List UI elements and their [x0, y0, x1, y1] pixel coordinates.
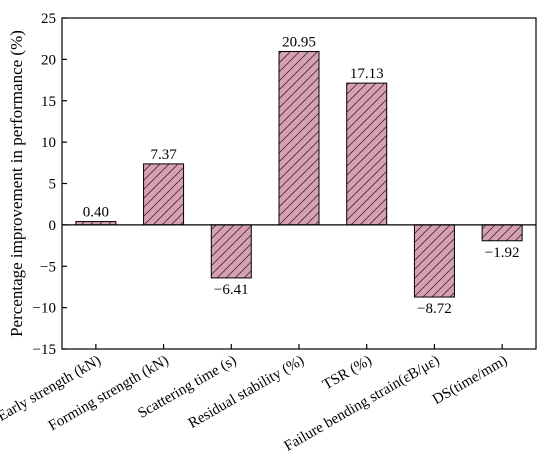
y-tick-label: 5	[49, 177, 57, 193]
data-label: −6.41	[214, 282, 249, 298]
data-label: 17.13	[350, 66, 384, 82]
y-axis-label: Percentage improvement in performance (%…	[7, 30, 26, 337]
y-tick-label: 10	[41, 135, 56, 151]
bar	[346, 82, 388, 226]
y-tick-label: −10	[33, 301, 56, 317]
bar	[143, 163, 185, 226]
plot-frame	[61, 17, 537, 350]
x-tick-label: DS(time/mm)	[430, 353, 510, 409]
x-axis-labels: Early strength (kN)Forming strength (kN)…	[0, 344, 510, 455]
y-tick-label: 25	[41, 11, 56, 27]
data-label: −8.72	[417, 301, 452, 317]
y-axis-ticks: −15 −10 −5 0 5 10 15 20 25	[33, 11, 67, 358]
bar	[481, 224, 523, 242]
y-tick-label: 0	[49, 218, 57, 234]
y-tick-label: 15	[41, 94, 56, 110]
bar	[413, 224, 455, 298]
bars-group	[75, 51, 523, 298]
bar	[278, 51, 320, 226]
x-tick-label: Residual stability (%)	[186, 353, 307, 432]
data-label: 20.95	[282, 35, 316, 51]
y-tick-label: −15	[33, 342, 56, 358]
x-tick-label: Forming strength (kN)	[46, 353, 172, 435]
y-tick-label: −5	[40, 259, 56, 275]
data-label: −1.92	[485, 245, 520, 261]
data-label: 7.37	[150, 147, 177, 163]
data-label: 0.40	[83, 205, 109, 221]
data-labels-group: 0.40 7.37 −6.41 20.95 17.13 −8.72 −1.92	[83, 35, 520, 318]
bar	[210, 224, 252, 279]
y-tick-label: 20	[41, 52, 56, 68]
x-tick-label: TSR (%)	[320, 353, 375, 394]
